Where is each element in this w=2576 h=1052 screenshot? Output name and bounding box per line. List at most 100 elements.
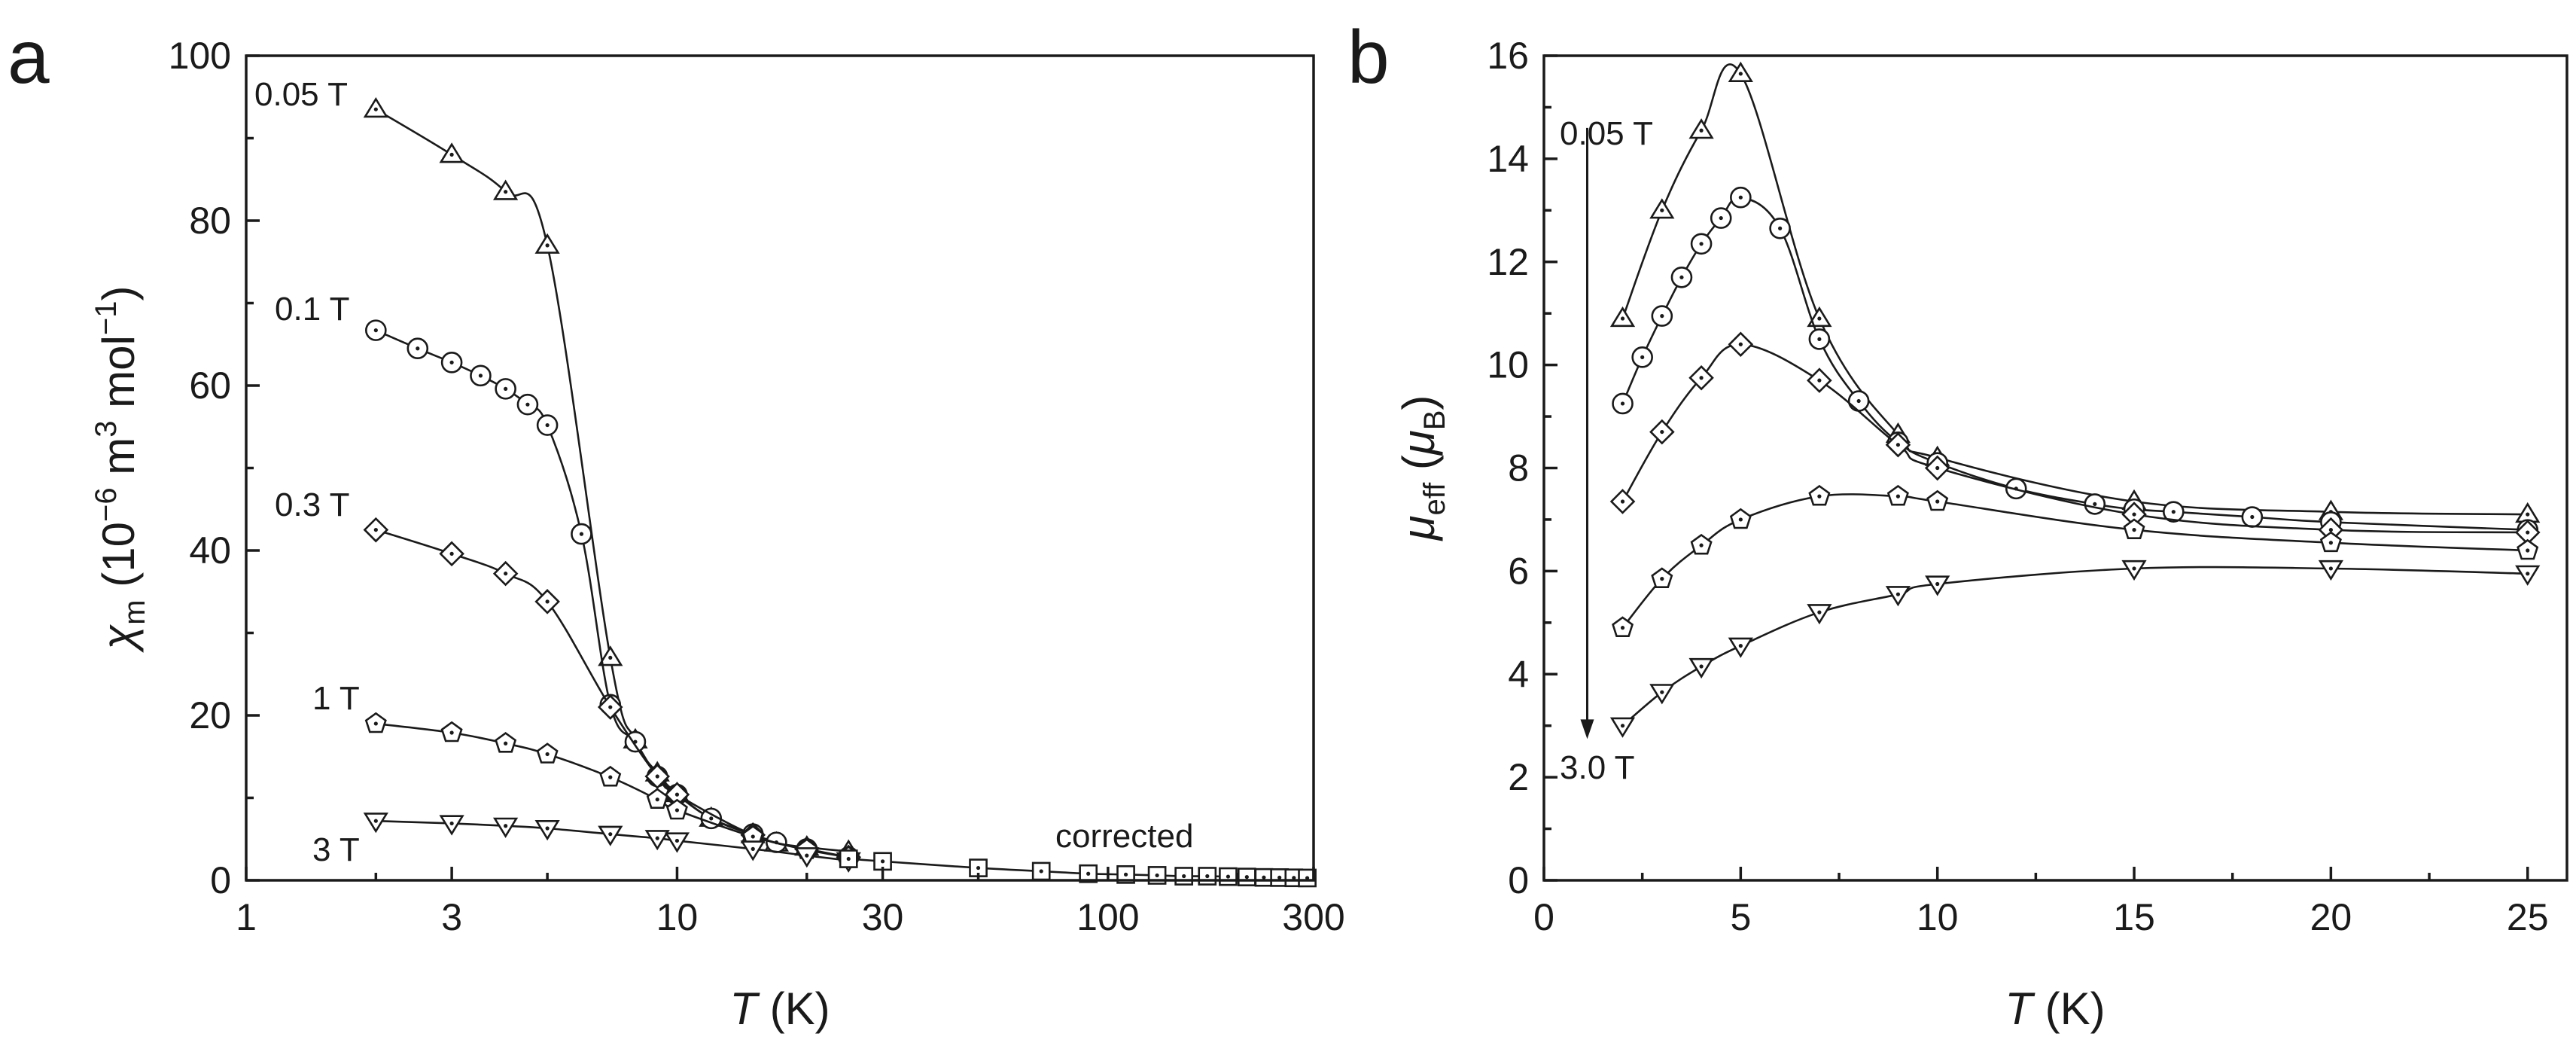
panel-a-series-0.1T-point-5-center-dot: [525, 402, 530, 407]
panel-b-series-1T-point-8-center-dot: [2328, 541, 2333, 545]
panel-b-y-axis-title: μeff (μB): [1393, 395, 1451, 542]
panel-b-series-0.1T-point-9-center-dot: [1856, 398, 1861, 404]
panel-a-series-0.1T-point-1-center-dot: [416, 346, 420, 351]
panel-b-chart: b 0 5 10 15 20 25 0 2 4 6 8 10 12 14 16 T (K) μeff (μB…: [1347, 15, 2568, 1034]
panel-b-series-0.3T-point-6-center-dot: [1935, 465, 1940, 471]
panel-b-x-axis-title: T (K): [2005, 983, 2105, 1034]
panel-b-series-0.1T-point-0-center-dot: [1620, 401, 1625, 406]
panel-a-series-3T-point-7-center-dot: [751, 846, 755, 851]
panel-a-series-3T-point-3-center-dot: [545, 826, 550, 831]
panel-a-series-3T-point-1-center-dot: [449, 821, 454, 826]
panel-b-x-tick-label-20: 20: [2310, 896, 2352, 938]
series-label-3T-a: 3 T: [312, 831, 360, 868]
panel-b-series-1T-point-3-center-dot: [1738, 517, 1743, 522]
panel-b-series-1T-point-7-center-dot: [2132, 528, 2136, 532]
panel-a-series-1T-point-5-center-dot: [655, 797, 659, 802]
panel-b-series-1T-line: [1621, 493, 2528, 629]
panel-b-series-0.3T-point-1-center-dot: [1660, 429, 1664, 435]
panel-b-series-3T-point-0-center-dot: [1620, 724, 1625, 728]
panel-b-series-1T-point-0-center-dot: [1620, 626, 1625, 630]
panel-a-y-tick-label-80: 80: [189, 200, 231, 242]
panel-b-series-3T-point-3-center-dot: [1738, 644, 1743, 648]
panel-a-series-corrected-point-12-center-dot: [1277, 875, 1282, 880]
panel-a-y-axis-title: χm (10−6 m3 mol−1): [90, 286, 151, 654]
panel-b-series-0.1T-point-3-center-dot: [1679, 275, 1684, 279]
panel-a-y-tick-label-20: 20: [189, 694, 231, 736]
panel-b-series-0.05T-point-9-center-dot: [2526, 512, 2530, 517]
panel-a-series-0.3T-point-0-center-dot: [373, 528, 378, 532]
panel-b-series-0.1T-point-4-center-dot: [1699, 242, 1704, 246]
panel-b-series-0.1T-point-8-center-dot: [1817, 337, 1822, 342]
corrected-annotation: corrected: [1055, 818, 1193, 855]
panel-a-series-corrected-point-0-center-dot: [846, 856, 851, 861]
panel-a-series-corrected-point-5-center-dot: [1123, 872, 1128, 877]
panel-b-series-3T-point-7-center-dot: [2132, 566, 2136, 571]
panel-a-y-tick-label-40: 40: [189, 529, 231, 572]
panel-a-y-tick-label-60: 60: [189, 364, 231, 407]
panel-b-series-1T-point-5-center-dot: [1895, 494, 1901, 499]
panel-a-x-tick-label-10: 10: [656, 896, 699, 938]
panel-a-x-axis-title: T (K): [729, 983, 830, 1034]
panel-a-series-0.3T-line: [375, 529, 849, 858]
panel-a-series-3T-point-4-center-dot: [608, 832, 613, 837]
panel-a-series-3T-point-6-center-dot: [674, 838, 680, 843]
panel-a-series-0.1T-point-3-center-dot: [478, 374, 483, 378]
panel-b-series-0.3T-point-7-center-dot: [2132, 512, 2136, 517]
panel-a-series-corrected-point-3-center-dot: [1039, 869, 1043, 874]
panel-b-series-0.1T-line: [1621, 196, 2528, 531]
panel-a-series-3T-point-0-center-dot: [373, 819, 378, 823]
panel-a-series-corrected-point-4-center-dot: [1086, 871, 1091, 876]
panel-b-series-0.3T-point-4-center-dot: [1817, 378, 1822, 383]
panel-a-series-corrected-point-8-center-dot: [1205, 874, 1210, 879]
panel-b-series-1T-point-9-center-dot: [2526, 548, 2530, 553]
panel-b-series-3T-point-2-center-dot: [1699, 664, 1704, 669]
panel-a-series-corrected-point-9-center-dot: [1226, 874, 1231, 879]
panel-a-series-corrected-point-13-center-dot: [1292, 876, 1296, 880]
panel-b-y-tick-label-8: 8: [1508, 447, 1529, 489]
panel-b-y-tick-label-14: 14: [1487, 138, 1529, 180]
panel-b-y-tick-label-6: 6: [1508, 550, 1529, 592]
panel-a-series-corrected-point-2-center-dot: [976, 865, 981, 871]
panel-a-series-0.3T-point-6-center-dot: [674, 792, 680, 797]
panel-b-series-0.3T-line: [1621, 343, 2528, 534]
panel-b-x-tick-label-0: 0: [1533, 896, 1554, 938]
panel-b-series-0.05T-point-2-center-dot: [1699, 128, 1704, 133]
panel-a-x-tick-label-100: 100: [1076, 896, 1139, 938]
panel-a-series-corrected-point-14-center-dot: [1305, 876, 1310, 880]
panel-b-series-0.05T-line: [1621, 63, 2528, 516]
panel-a-series-0.1T-point-0-center-dot: [373, 328, 378, 333]
arrow-end-label: 3.0 T: [1560, 749, 1634, 786]
panel-a-series-0.1T-point-2-center-dot: [449, 360, 454, 364]
panel-a-series-0.1T-point-4-center-dot: [504, 386, 508, 391]
panel-a-series-0.05T-point-0-center-dot: [373, 107, 378, 111]
panel-b-series-0.05T-point-4-center-dot: [1817, 316, 1822, 321]
panel-b-series-3T-point-6-center-dot: [1935, 581, 1940, 587]
panel-b-y-tick-label-16: 16: [1487, 35, 1529, 77]
panel-b-series-0.05T-point-1-center-dot: [1660, 208, 1664, 212]
panel-a-series-0.05T-point-4-center-dot: [608, 655, 613, 660]
panel-a-series-0.3T-point-2-center-dot: [504, 572, 508, 576]
panel-a-series-corrected-point-1-center-dot: [880, 859, 885, 864]
panel-b-series-0.1T-point-13-center-dot: [2093, 502, 2097, 507]
panel-a-series-1T-point-3-center-dot: [545, 752, 550, 757]
panel-b-series-0.3T-point-3-center-dot: [1738, 342, 1743, 346]
panel-a-frame: [245, 54, 1315, 882]
panel-a-series-corrected-point-11-center-dot: [1262, 875, 1266, 880]
panel-b-series-3T-point-5-center-dot: [1895, 592, 1901, 596]
panel-a-series-3T-line: [376, 819, 849, 861]
panel-b-x-tick-label-25: 25: [2507, 896, 2549, 938]
panel-b-series-0.1T-point-5-center-dot: [1719, 215, 1723, 221]
panel-a-series-0.1T-point-12-center-dot: [709, 816, 714, 821]
panel-a-series-0.3T-point-4-center-dot: [608, 705, 613, 709]
series-label-0.05T-a: 0.05 T: [254, 76, 348, 113]
panel-b-series-0.1T-point-2-center-dot: [1660, 314, 1664, 319]
panel-a-series-1T-point-0-center-dot: [373, 721, 378, 726]
panel-a-series-0.05T-point-3-center-dot: [545, 243, 550, 248]
panel-a-series-1T-point-2-center-dot: [504, 741, 508, 746]
panel-a-series-3T-point-5-center-dot: [655, 836, 659, 840]
panel-b-series-3T-point-9-center-dot: [2526, 572, 2530, 576]
panel-b-series-0.1T-point-6-center-dot: [1738, 195, 1743, 200]
series-label-0.1T-a: 0.1 T: [275, 291, 349, 328]
panel-a-series-corrected-point-7-center-dot: [1182, 874, 1186, 879]
